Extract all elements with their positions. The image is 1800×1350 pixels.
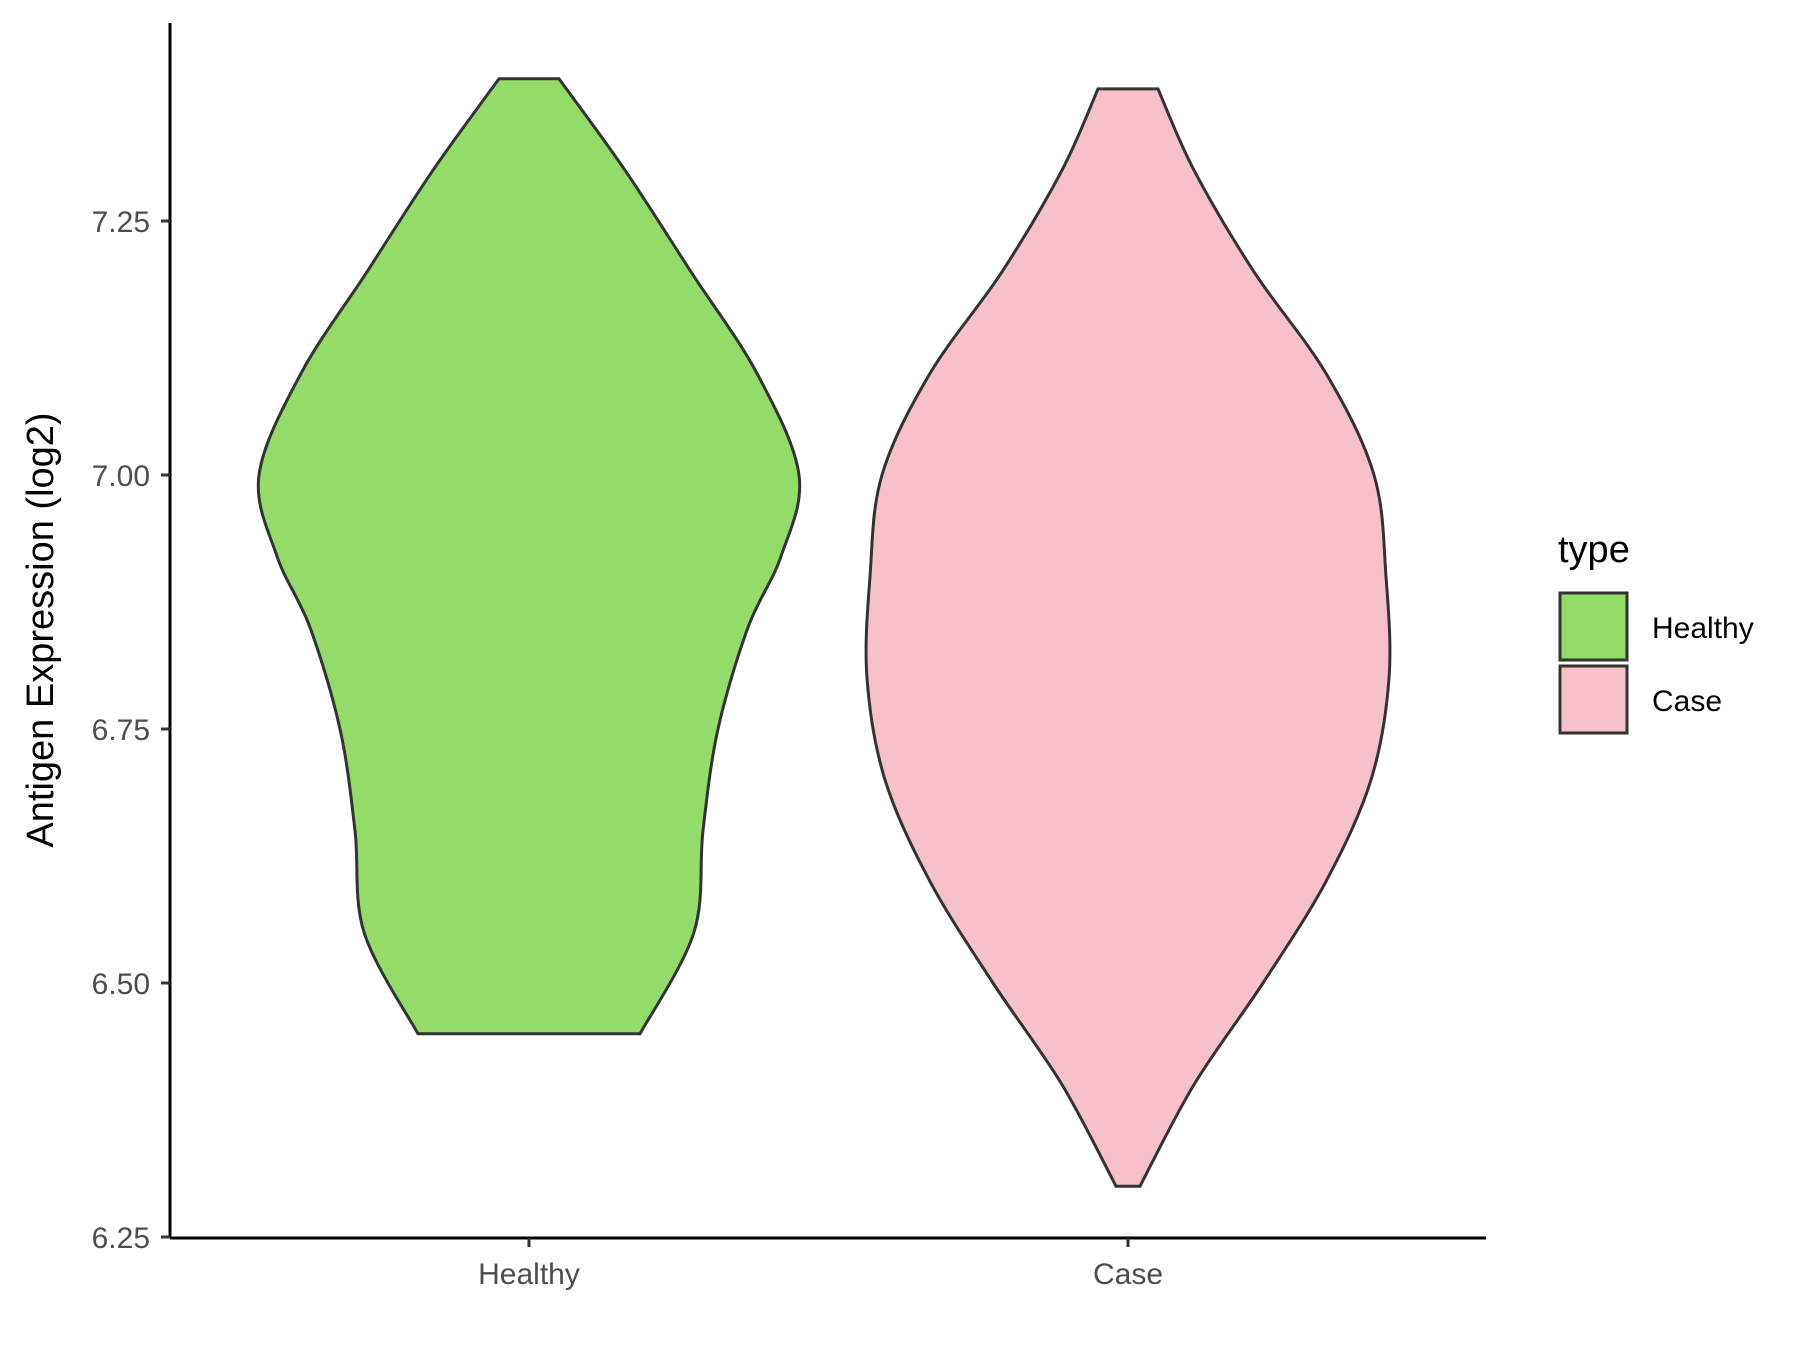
y-tick-label: 6.75 xyxy=(92,714,150,747)
legend-label-healthy: Healthy xyxy=(1652,612,1754,645)
violins-layer xyxy=(256,77,1392,1188)
y-tick-label: 7.25 xyxy=(92,206,150,239)
x-tick-label: Case xyxy=(1093,1258,1163,1291)
y-tick-label: 6.50 xyxy=(92,968,150,1001)
y-ticks: 6.25 6.50 6.75 7.00 7.25 xyxy=(92,206,170,1255)
legend-swatch-case xyxy=(1558,664,1629,735)
legend-items: Healthy Case xyxy=(1558,591,1754,735)
legend-swatch-healthy xyxy=(1558,591,1629,662)
legend: type Healthy Case xyxy=(1558,529,1754,735)
y-tick-label: 6.25 xyxy=(92,1222,150,1255)
x-tick-label: Healthy xyxy=(478,1258,580,1291)
y-tick-label: 7.00 xyxy=(92,460,150,493)
legend-label-case: Case xyxy=(1652,685,1722,718)
axes-layer xyxy=(168,23,1486,1240)
violin-healthy xyxy=(256,77,802,1036)
y-axis-title: Antigen Expression (log2) xyxy=(20,412,62,847)
x-ticks: Healthy Case xyxy=(478,1238,1163,1291)
violin-case xyxy=(864,87,1392,1188)
legend-title: type xyxy=(1558,529,1630,571)
